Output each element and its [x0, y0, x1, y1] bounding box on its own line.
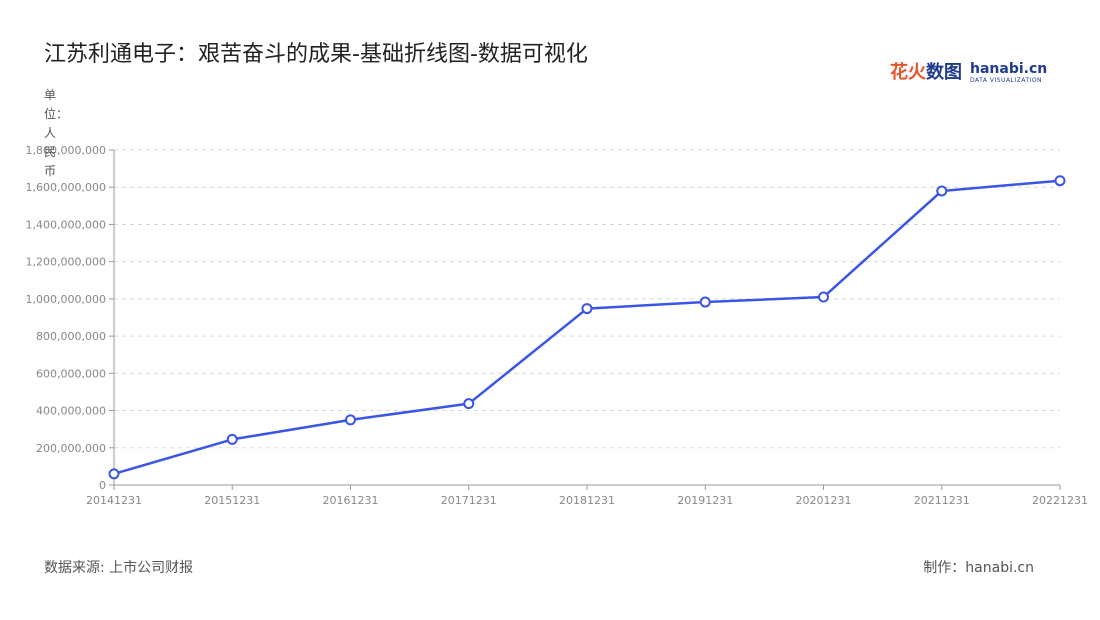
brand-name-cn: 花火数图	[890, 62, 962, 83]
y-tick-label: 1,600,000,000	[26, 181, 106, 194]
y-tick-label: 400,000,000	[36, 405, 106, 418]
data-point	[818, 291, 829, 303]
x-tick-label: 20161231	[323, 494, 379, 507]
data-point	[463, 398, 475, 410]
x-tick-label: 20221231	[1032, 494, 1088, 507]
y-tick-label: 1,800,000,000	[26, 144, 106, 157]
data-point	[936, 185, 948, 197]
y-tick-label: 1,000,000,000	[26, 293, 106, 306]
brand-name-en: hanabi.cn	[970, 61, 1048, 77]
x-tick-label: 20211231	[914, 494, 970, 507]
y-tick-label: 1,400,000,000	[26, 218, 106, 231]
chart-title: 江苏利通电子：艰苦奋斗的成果-基础折线图-数据可视化	[44, 42, 588, 67]
data-point	[345, 414, 356, 426]
x-tick-label: 20201231	[796, 494, 852, 507]
y-tick-label: 200,000,000	[36, 442, 106, 455]
data-point	[1054, 175, 1066, 187]
x-tick-label: 20151231	[204, 494, 260, 507]
axes	[109, 149, 1061, 490]
y-tick-labels: 0 200,000,000 400,000,000 600,000,000 800,00…	[26, 144, 106, 492]
data-point	[581, 303, 593, 315]
x-tick-label: 20171231	[441, 494, 497, 507]
grid-lines	[114, 149, 1060, 449]
y-tick-label: 800,000,000	[36, 330, 106, 343]
y-tick-label: 1,200,000,000	[26, 256, 106, 269]
data-point	[226, 433, 238, 445]
y-tick-label: 0	[99, 479, 106, 492]
x-tick-label: 20141231	[86, 494, 142, 507]
brand-tagline: DATA VISUALIZATION	[970, 77, 1043, 84]
x-tick-label: 20181231	[559, 494, 615, 507]
y-axis-unit-label: 单位：人民币	[44, 88, 69, 178]
data-point	[699, 296, 711, 308]
x-tick-labels: 20141231 20151231 20161231 20171231 20181231…	[86, 494, 1088, 507]
data-point-markers	[108, 175, 1066, 480]
y-tick-label: 600,000,000	[36, 367, 106, 380]
brand-logo: 花火数图 hanabi.cn DATA VISUALIZATION	[890, 60, 1050, 88]
data-point	[108, 468, 120, 480]
data-source-note: 数据来源: 上市公司财报	[44, 560, 194, 576]
x-tick-label: 20191231	[677, 494, 733, 507]
maker-credit: 制作：hanabi.cn	[923, 560, 1034, 576]
